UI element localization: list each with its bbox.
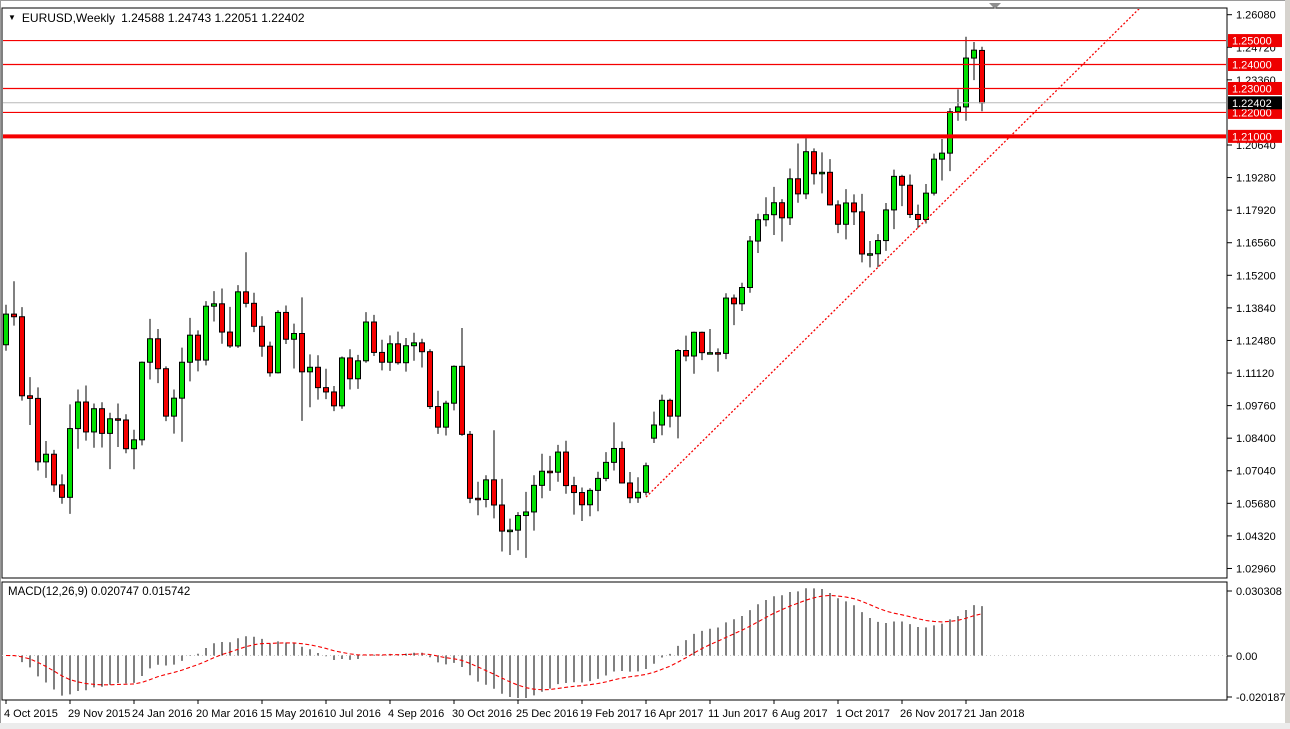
macd-axis: 0.030308 0.00 -0.020187 bbox=[1227, 586, 1286, 704]
date-tick-label: 25 Dec 2016 bbox=[516, 708, 578, 720]
level-price-badge: 1.21000 bbox=[1228, 129, 1282, 143]
price-tick-label: 1.26080 bbox=[1236, 10, 1276, 22]
date-tick-label: 15 May 2016 bbox=[260, 708, 324, 720]
price-tick-label: 1.19280 bbox=[1236, 173, 1276, 185]
ohlc-dropdown-icon[interactable]: ▼ bbox=[8, 12, 16, 22]
level-price-badge: 1.25000 bbox=[1228, 34, 1282, 48]
trend-line[interactable] bbox=[645, 0, 1150, 498]
svg-text:1.22000: 1.22000 bbox=[1232, 107, 1272, 119]
price-pane-border[interactable] bbox=[1, 7, 1228, 579]
price-tick-label: 1.02960 bbox=[1236, 563, 1276, 575]
date-tick-label: 16 Apr 2017 bbox=[644, 708, 703, 720]
date-tick-label: 29 Nov 2015 bbox=[68, 708, 130, 720]
price-tick-label: 1.07040 bbox=[1236, 466, 1276, 478]
macd-tick-label: -0.020187 bbox=[1236, 692, 1286, 704]
chart-title: ▼ EURUSD,Weekly 1.24588 1.24743 1.22051 … bbox=[8, 11, 305, 25]
date-tick-label: 30 Oct 2016 bbox=[452, 708, 512, 720]
price-tick-label: 1.08400 bbox=[1236, 433, 1276, 445]
price-tick-label: 1.15200 bbox=[1236, 270, 1276, 282]
macd-indicator-label: MACD(12,26,9) 0.020747 0.015742 bbox=[8, 586, 191, 598]
date-tick-label: 6 Aug 2017 bbox=[772, 708, 828, 720]
svg-text:1.24000: 1.24000 bbox=[1232, 60, 1272, 72]
price-tick-label: 1.04320 bbox=[1236, 531, 1276, 543]
price-tick-label: 1.11120 bbox=[1236, 368, 1274, 380]
price-tick-label: 1.13840 bbox=[1236, 303, 1276, 315]
date-tick-label: 19 Feb 2017 bbox=[580, 708, 642, 720]
window-right-strip bbox=[1285, 0, 1290, 729]
price-tick-label: 1.05680 bbox=[1236, 498, 1276, 510]
price-tick-label: 1.16560 bbox=[1236, 238, 1276, 250]
svg-text:1.21000: 1.21000 bbox=[1232, 131, 1272, 143]
price-tick-label: 1.12480 bbox=[1236, 335, 1276, 347]
time-axis: 4 Oct 2015 29 Nov 2015 24 Jan 2016 20 Mar 2… bbox=[4, 700, 1025, 720]
svg-text:1.25000: 1.25000 bbox=[1232, 36, 1272, 48]
price-tick-label: 1.09760 bbox=[1236, 401, 1276, 413]
macd-tick-label: 0.00 bbox=[1236, 651, 1257, 663]
date-tick-label: 24 Jan 2016 bbox=[132, 708, 193, 720]
price-tick-label: 1.17920 bbox=[1236, 205, 1276, 217]
macd-signal-line bbox=[5, 594, 983, 691]
price-tick-label: 1.20640 bbox=[1236, 140, 1276, 152]
macd-histogram bbox=[13, 588, 983, 698]
horizontal-levels[interactable] bbox=[2, 39, 1227, 139]
date-tick-label: 26 Nov 2017 bbox=[900, 708, 962, 720]
date-tick-label: 11 Jun 2017 bbox=[708, 708, 768, 720]
date-tick-label: 21 Jan 2018 bbox=[964, 708, 1025, 720]
price-axis: 1.260801.247201.233601.206401.192801.179… bbox=[1227, 10, 1282, 575]
date-tick-label: 20 Mar 2016 bbox=[196, 708, 258, 720]
level-price-badge: 1.23000 bbox=[1228, 81, 1282, 95]
candlestick-series bbox=[3, 36, 985, 558]
svg-text:1.22402: 1.22402 bbox=[1232, 98, 1272, 110]
date-tick-label: 4 Oct 2015 bbox=[4, 708, 58, 720]
ohlc-values: 1.24588 1.24743 1.22051 1.22402 bbox=[121, 11, 305, 25]
window-bottom-strip bbox=[0, 723, 1290, 729]
macd-pane-border[interactable] bbox=[1, 581, 1228, 701]
macd-tick-label: 0.030308 bbox=[1236, 586, 1282, 598]
date-tick-label: 10 Jul 2016 bbox=[324, 708, 381, 720]
date-tick-label: 4 Sep 2016 bbox=[388, 708, 444, 720]
symbol-timeframe-label: EURUSD,Weekly bbox=[21, 11, 116, 25]
date-tick-label: 1 Oct 2017 bbox=[836, 708, 890, 720]
level-price-badge: 1.24000 bbox=[1228, 58, 1282, 72]
svg-text:1.23000: 1.23000 bbox=[1232, 83, 1272, 95]
current-price-badge: 1.22402 bbox=[1228, 96, 1282, 110]
chart-shift-marker-icon[interactable] bbox=[989, 3, 1001, 9]
